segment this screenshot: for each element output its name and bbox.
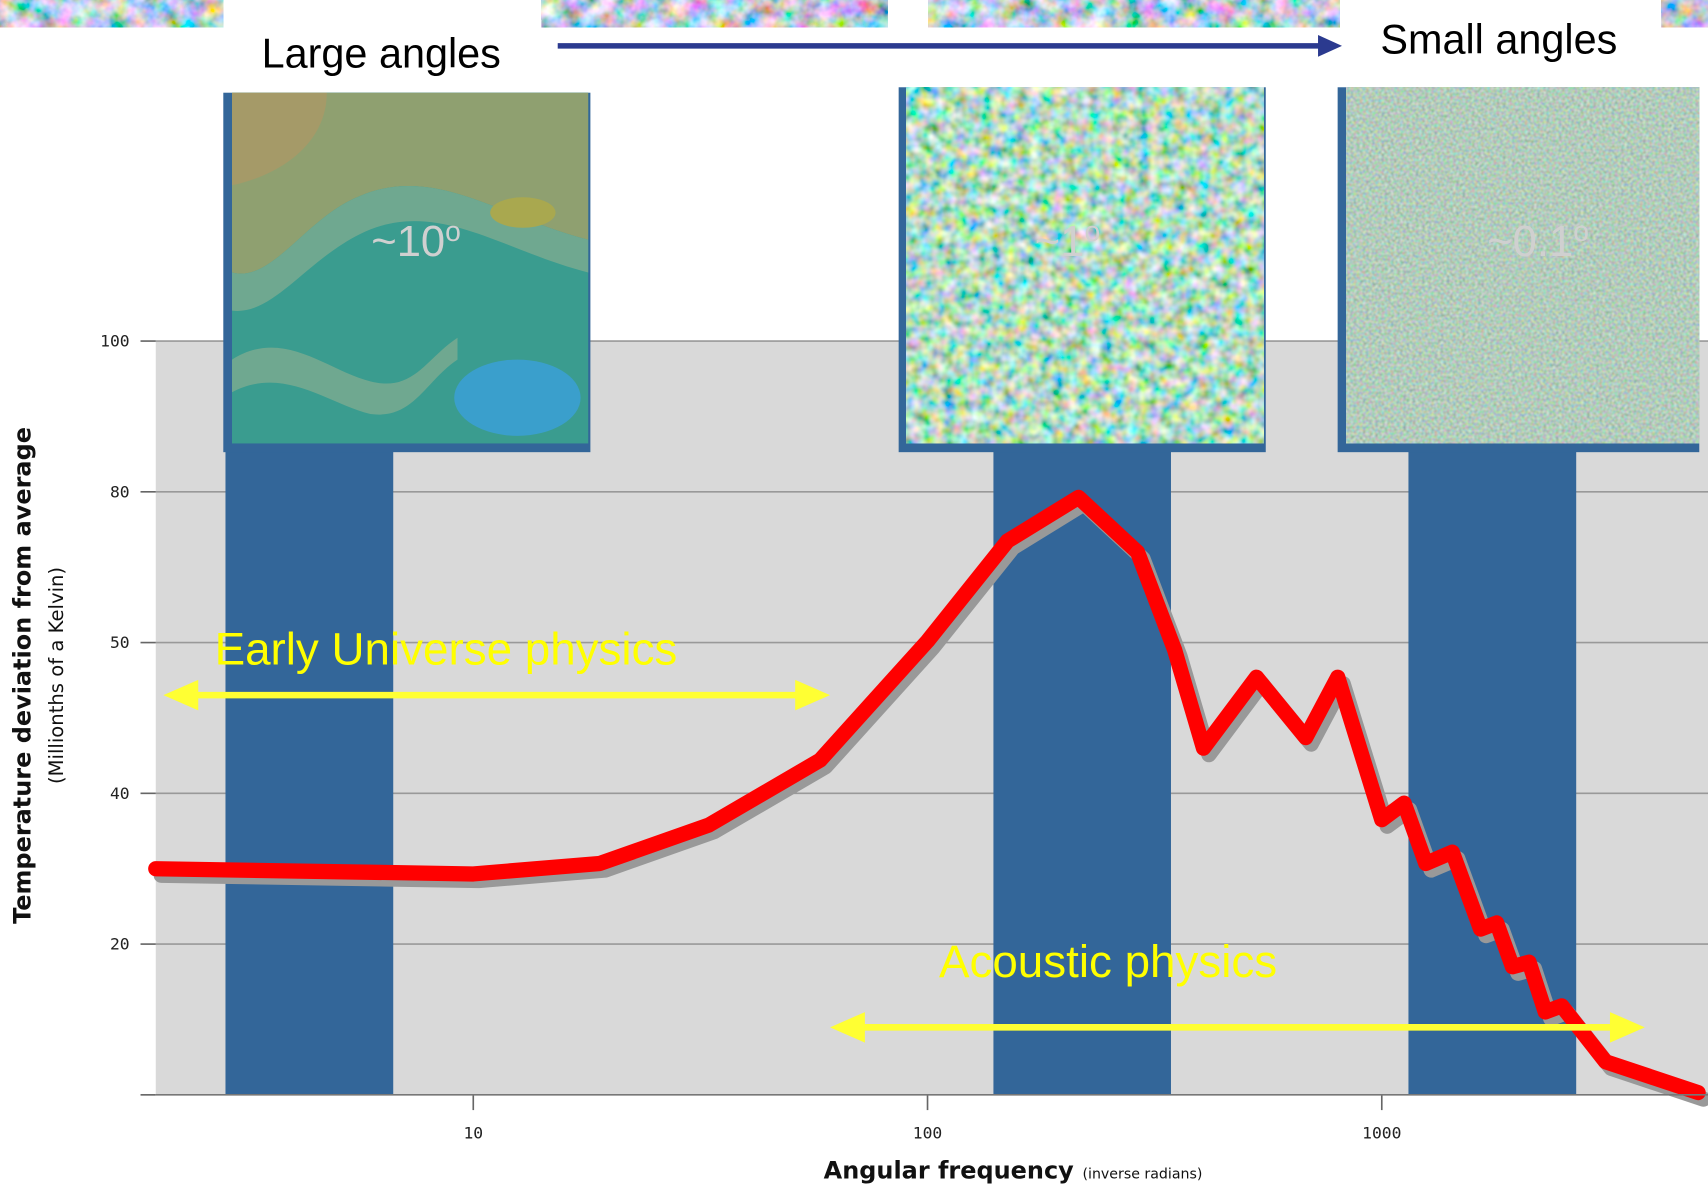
y-tick-label: 80 bbox=[110, 482, 130, 501]
scale-text: ~10 bbox=[371, 218, 445, 266]
x-title-unit: (inverse radians) bbox=[1083, 1167, 1203, 1183]
scale-text: ~1 bbox=[1035, 218, 1085, 266]
sky-strip bbox=[928, 0, 1340, 27]
y-tick-label: 50 bbox=[110, 633, 130, 652]
x-axis-title: Angular frequency (inverse radians) bbox=[824, 1157, 1203, 1185]
scale-sup: o bbox=[445, 216, 461, 248]
x-tick-label: 100 bbox=[913, 1123, 943, 1142]
chart: Large angles Small angles ~10o ~1o ~0.1o… bbox=[0, 0, 1708, 1193]
early-label: Early Universe physics bbox=[215, 624, 678, 675]
y-tick-label: 100 bbox=[100, 332, 130, 351]
y-tick-label: 40 bbox=[110, 784, 130, 803]
x-tick-label: 10 bbox=[463, 1123, 483, 1142]
scale-band bbox=[225, 441, 393, 1095]
patch-medium bbox=[906, 87, 1263, 443]
scale-text: ~0.1 bbox=[1487, 218, 1573, 266]
acoustic-label: Acoustic physics bbox=[939, 936, 1277, 987]
scale-sup: o bbox=[1084, 216, 1100, 248]
sky-strip bbox=[0, 0, 223, 27]
scale-sup: o bbox=[1573, 216, 1589, 248]
sky-strip bbox=[541, 0, 887, 27]
y-tick-label: 20 bbox=[110, 935, 130, 954]
sky-strip bbox=[1661, 0, 1708, 27]
arrow-head bbox=[1318, 35, 1342, 57]
y-axis-title: Temperature deviation from average bbox=[9, 427, 37, 924]
page: Large angles Small angles ~10o ~1o ~0.1o… bbox=[0, 0, 1708, 1193]
patch-large bbox=[232, 93, 588, 444]
x-tick-label: 1000 bbox=[1362, 1123, 1401, 1142]
small-angles: Small angles bbox=[1380, 17, 1617, 63]
x-title-main: Angular frequency bbox=[824, 1157, 1074, 1185]
y-axis-unit: (Millionths of a Kelvin) bbox=[45, 567, 68, 784]
large-angles: Large angles bbox=[262, 31, 501, 77]
